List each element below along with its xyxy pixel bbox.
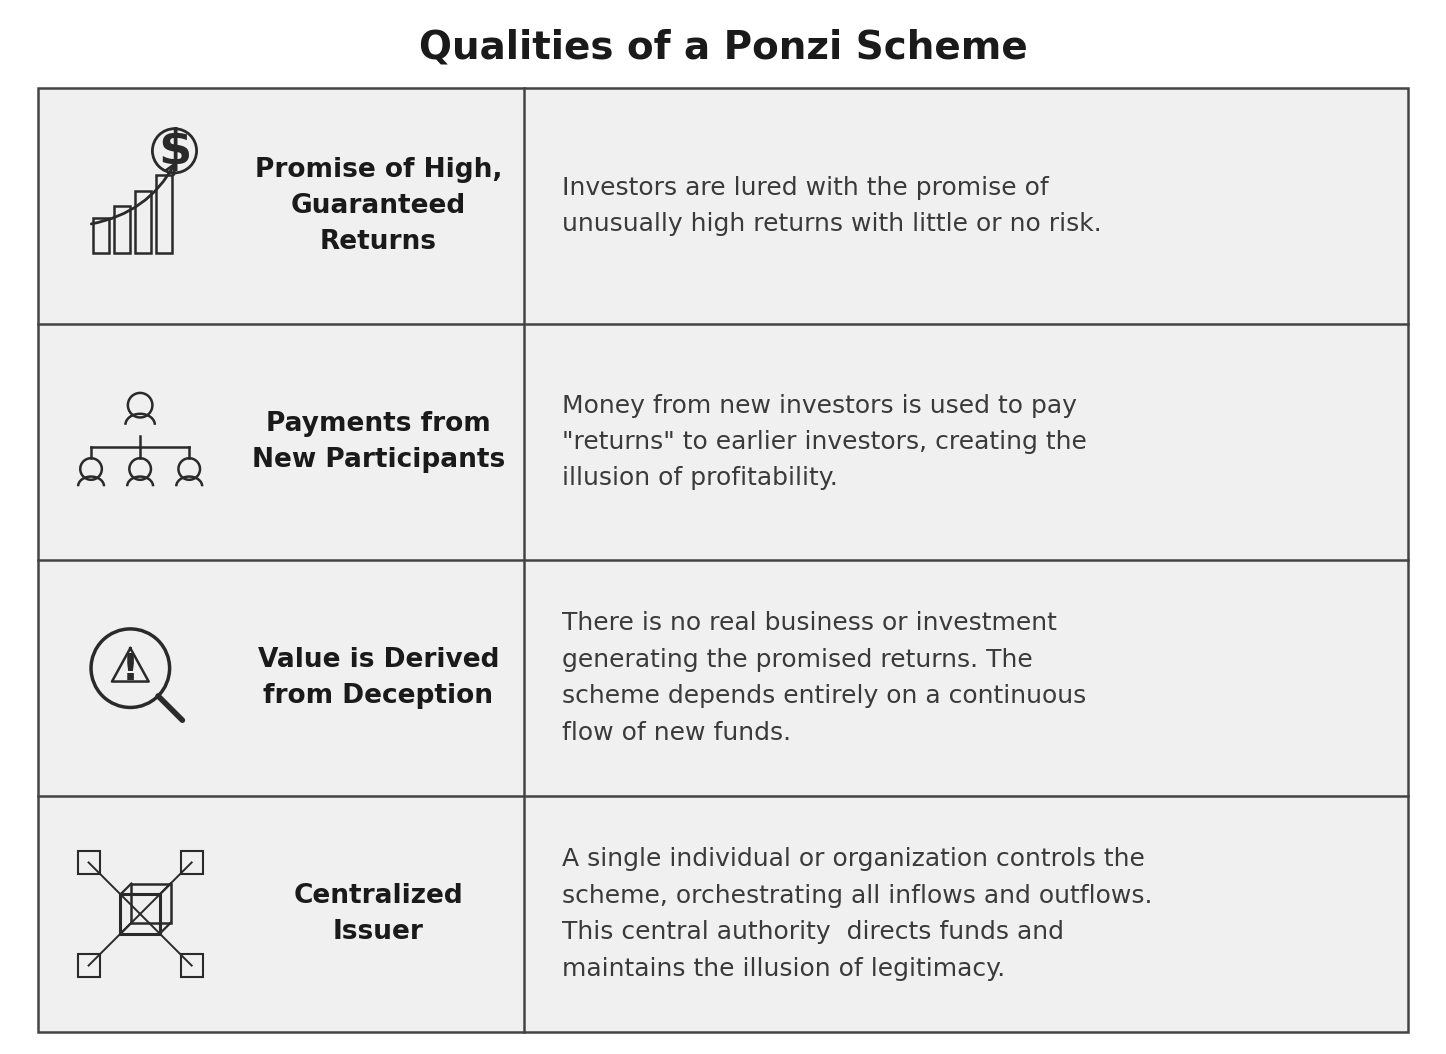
Text: A single individual or organization controls the
scheme, orchestrating all inflo: A single individual or organization cont… — [562, 847, 1152, 980]
Text: $: $ — [158, 128, 191, 174]
Bar — [120, 895, 159, 934]
Text: Centralized
Issuer: Centralized Issuer — [294, 883, 463, 945]
Bar — [136, 191, 152, 253]
Text: There is no real business or investment
generating the promised returns. The
sch: There is no real business or investment … — [562, 611, 1086, 744]
Bar — [156, 175, 172, 253]
Text: !: ! — [121, 651, 139, 688]
Bar — [132, 883, 171, 923]
Bar — [181, 955, 202, 977]
Bar — [114, 206, 130, 253]
Bar — [78, 852, 100, 874]
Text: Money from new investors is used to pay
"returns" to earlier investors, creating: Money from new investors is used to pay … — [562, 393, 1087, 490]
Bar — [38, 87, 1408, 1032]
Text: Qualities of a Ponzi Scheme: Qualities of a Ponzi Scheme — [419, 30, 1027, 67]
Text: Value is Derived
from Deception: Value is Derived from Deception — [257, 647, 499, 709]
Bar — [78, 955, 100, 977]
Text: Payments from
New Participants: Payments from New Participants — [252, 411, 505, 473]
Bar — [94, 218, 110, 253]
Text: Investors are lured with the promise of
unusually high returns with little or no: Investors are lured with the promise of … — [562, 176, 1102, 236]
FancyArrowPatch shape — [91, 164, 174, 223]
Bar — [181, 852, 202, 874]
Text: Promise of High,
Guaranteed
Returns: Promise of High, Guaranteed Returns — [254, 157, 502, 255]
